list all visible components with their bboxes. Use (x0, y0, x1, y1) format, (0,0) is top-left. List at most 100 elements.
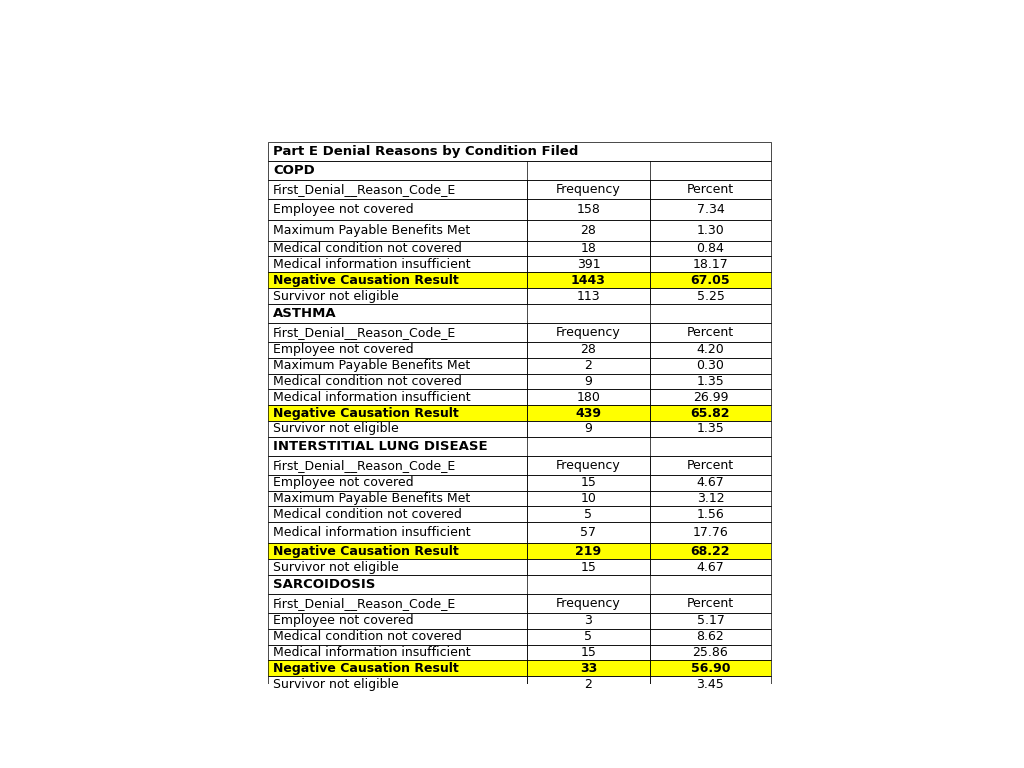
Text: 3.45: 3.45 (696, 677, 724, 690)
Bar (267, 437, 771, 456)
Bar (267, 161, 771, 180)
Bar (650, 559, 771, 575)
Bar (267, 323, 526, 342)
Bar (267, 342, 771, 358)
Bar (650, 406, 771, 421)
Text: 1.35: 1.35 (696, 422, 724, 435)
Bar (267, 199, 526, 220)
Text: Medical information insufficient: Medical information insufficient (273, 258, 471, 271)
Bar (267, 613, 771, 629)
Text: First_Denial__Reason_Code_E: First_Denial__Reason_Code_E (273, 326, 457, 339)
Bar (650, 491, 771, 506)
Text: First_Denial__Reason_Code_E: First_Denial__Reason_Code_E (273, 458, 457, 472)
Text: 4.20: 4.20 (696, 343, 724, 356)
Bar (267, 406, 526, 421)
Text: 28: 28 (581, 343, 596, 356)
Bar (650, 180, 771, 199)
Text: 26.99: 26.99 (692, 391, 728, 404)
Text: Negative Causation Result: Negative Causation Result (273, 662, 459, 675)
Text: 4.67: 4.67 (696, 561, 724, 574)
Text: 1443: 1443 (571, 273, 606, 286)
Bar (267, 575, 771, 594)
Bar (267, 199, 771, 220)
Text: 10: 10 (581, 492, 596, 505)
Text: Medical information insufficient: Medical information insufficient (273, 526, 471, 539)
Bar (267, 677, 771, 692)
Text: Survivor not eligible: Survivor not eligible (273, 677, 399, 690)
Text: 2: 2 (585, 677, 592, 690)
Bar (267, 613, 526, 629)
Bar (526, 180, 650, 199)
Bar (267, 543, 771, 559)
Bar (267, 594, 771, 613)
Text: 0.30: 0.30 (696, 359, 724, 372)
Text: 180: 180 (577, 391, 600, 404)
Bar (526, 389, 650, 406)
Text: 57: 57 (581, 526, 596, 539)
Bar (267, 288, 771, 304)
Bar (267, 288, 526, 304)
Bar (267, 559, 526, 575)
Text: 9: 9 (585, 422, 592, 435)
Bar (267, 543, 526, 559)
Text: 1.35: 1.35 (696, 375, 724, 388)
Bar (267, 323, 771, 342)
Bar (650, 613, 771, 629)
Bar (267, 522, 526, 543)
Text: Survivor not eligible: Survivor not eligible (273, 290, 399, 303)
Bar (267, 421, 771, 437)
Bar (650, 475, 771, 491)
Bar (267, 575, 771, 594)
Text: 1.30: 1.30 (696, 223, 724, 237)
Text: Percent: Percent (687, 326, 734, 339)
Bar (267, 629, 771, 644)
Text: INTERSTITIAL LUNG DISEASE: INTERSTITIAL LUNG DISEASE (273, 440, 487, 453)
Text: 3.12: 3.12 (696, 492, 724, 505)
Text: Medical condition not covered: Medical condition not covered (273, 630, 462, 643)
Text: 68.22: 68.22 (691, 545, 730, 558)
Bar (267, 273, 771, 288)
Text: ASTHMA: ASTHMA (273, 307, 337, 320)
Text: Part E Denial Reasons by Condition Filed: Part E Denial Reasons by Condition Filed (273, 145, 579, 157)
Bar (267, 304, 771, 323)
Text: 28: 28 (581, 223, 596, 237)
Bar (650, 543, 771, 559)
Bar (267, 257, 526, 273)
Bar (526, 358, 650, 373)
Bar (650, 373, 771, 389)
Text: 3: 3 (585, 614, 592, 627)
Bar (267, 475, 526, 491)
Bar (267, 456, 771, 475)
Text: COPD: COPD (273, 164, 315, 177)
Bar (267, 240, 771, 257)
Bar (267, 594, 526, 613)
Text: Employee not covered: Employee not covered (273, 476, 414, 489)
Text: Employee not covered: Employee not covered (273, 614, 414, 627)
Bar (650, 522, 771, 543)
Bar (267, 421, 526, 437)
Bar (267, 677, 526, 692)
Bar (267, 644, 526, 660)
Text: Medical information insufficient: Medical information insufficient (273, 646, 471, 659)
Text: Negative Causation Result: Negative Causation Result (273, 406, 459, 419)
Text: 7.34: 7.34 (696, 203, 724, 216)
Text: 15: 15 (581, 476, 596, 489)
Bar (267, 240, 526, 257)
Bar (650, 389, 771, 406)
Bar (267, 506, 526, 522)
Bar (267, 304, 771, 323)
Bar (267, 373, 526, 389)
Text: 4.67: 4.67 (696, 476, 724, 489)
Bar (526, 273, 650, 288)
Bar (267, 142, 771, 161)
Text: 15: 15 (581, 646, 596, 659)
Bar (267, 559, 771, 575)
Bar (650, 358, 771, 373)
Bar (650, 323, 771, 342)
Bar (267, 406, 771, 421)
Bar (650, 629, 771, 644)
Bar (267, 437, 771, 456)
Bar (267, 522, 771, 543)
Text: 56.90: 56.90 (691, 662, 730, 675)
Text: Negative Causation Result: Negative Causation Result (273, 545, 459, 558)
